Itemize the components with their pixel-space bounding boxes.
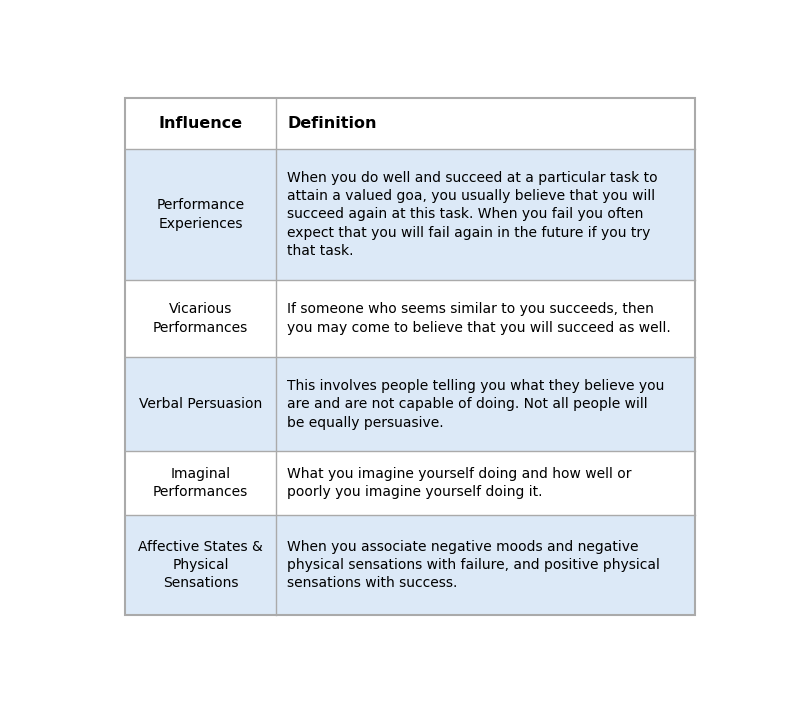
Text: Affective States &
Physical
Sensations: Affective States & Physical Sensations	[138, 539, 262, 590]
Text: This involves people telling you what they believe you
are and are not capable o: This involves people telling you what th…	[287, 379, 665, 430]
Bar	[125, 98, 695, 149]
Text: Verbal Persuasion: Verbal Persuasion	[138, 397, 262, 412]
Text: Vicarious
Performances: Vicarious Performances	[153, 302, 248, 335]
Text: When you associate negative moods and negative
physical sensations with failure,: When you associate negative moods and ne…	[287, 539, 660, 590]
Bar	[125, 357, 695, 451]
Text: Performance
Experiences: Performance Experiences	[156, 198, 245, 230]
Text: When you do well and succeed at a particular task to
attain a valued goa, you us: When you do well and succeed at a partic…	[287, 171, 658, 258]
Bar	[125, 149, 695, 280]
Bar	[125, 515, 695, 615]
Text: Imaginal
Performances: Imaginal Performances	[153, 467, 248, 499]
Bar	[125, 451, 695, 515]
Text: If someone who seems similar to you succeeds, then
you may come to believe that : If someone who seems similar to you succ…	[287, 302, 671, 335]
Bar	[125, 280, 695, 357]
Text: Definition: Definition	[287, 116, 377, 131]
Text: What you imagine yourself doing and how well or
poorly you imagine yourself doin: What you imagine yourself doing and how …	[287, 467, 632, 499]
Text: Influence: Influence	[158, 116, 242, 131]
